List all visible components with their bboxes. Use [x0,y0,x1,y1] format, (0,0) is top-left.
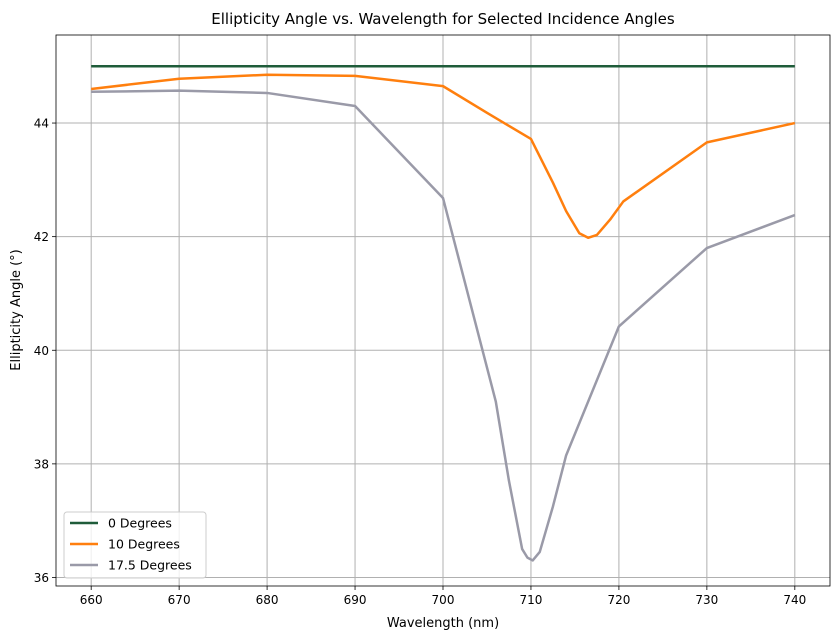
x-tick-label: 680 [256,593,279,607]
y-tick-label: 44 [34,117,49,131]
x-tick-label: 740 [783,593,806,607]
grid [56,35,830,586]
x-axis-label: Wavelength (nm) [387,616,499,631]
chart-title: Ellipticity Angle vs. Wavelength for Sel… [211,10,675,28]
y-tick-label: 42 [34,230,49,244]
series-lines [91,64,796,562]
y-tick-label: 38 [34,457,49,471]
x-tick-label: 720 [607,593,630,607]
series-line-1 [91,73,796,240]
y-axis-label: Ellipticity Angle (°) [9,249,24,370]
y-tick-label: 36 [34,571,49,585]
legend-label: 0 Degrees [108,516,172,531]
x-tick-label: 710 [520,593,543,607]
y-tick-label: 40 [34,344,49,358]
legend-label: 10 Degrees [108,537,180,552]
x-tick-label: 660 [80,593,103,607]
x-axis-ticks: 660 670 680 690 700 710 720 730 740 [80,586,806,607]
x-tick-label: 690 [344,593,367,607]
y-axis-ticks: 36 38 40 42 44 [34,117,56,585]
legend: 0 Degrees 10 Degrees 17.5 Degrees [63,511,207,579]
legend-box [63,511,207,579]
series-line-2 [91,89,796,562]
x-tick-label: 730 [695,593,718,607]
legend-label: 17.5 Degrees [108,558,192,573]
x-tick-label: 670 [168,593,191,607]
x-tick-label: 700 [432,593,455,607]
